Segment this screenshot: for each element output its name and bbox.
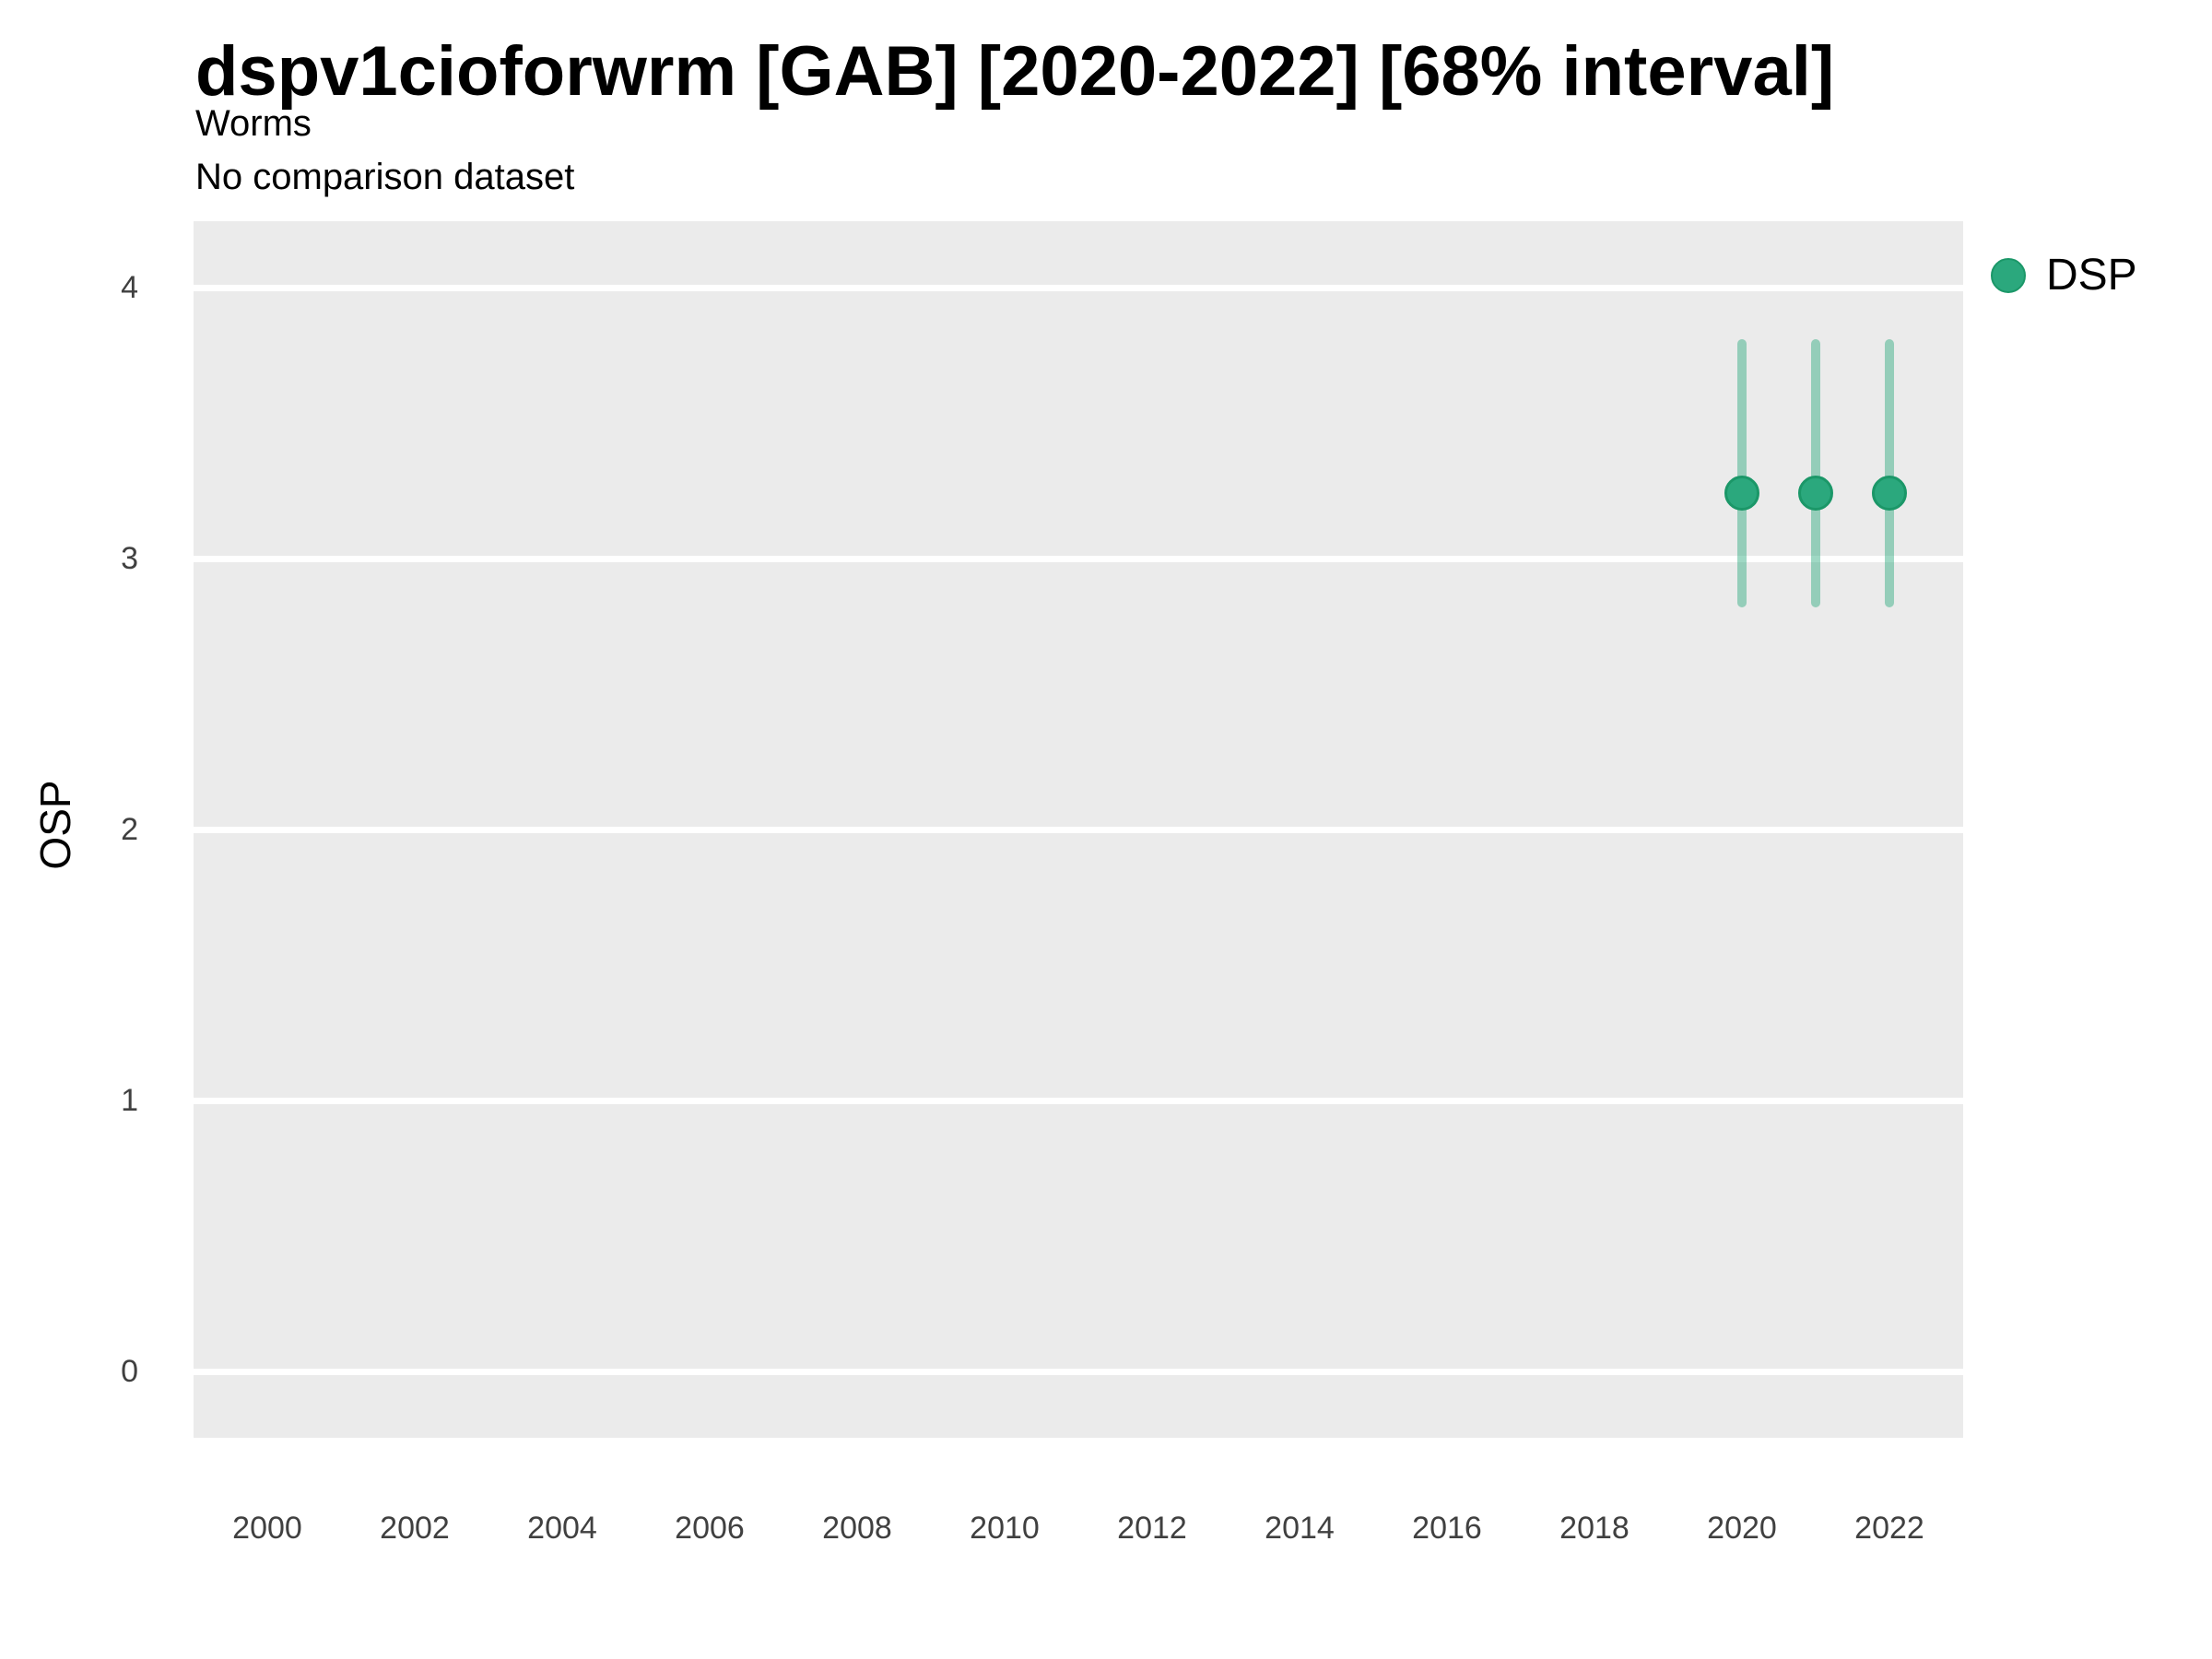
data-point-2022 [1872, 476, 1907, 512]
chart-comparison-note: No comparison dataset [195, 157, 575, 197]
x-tick-label: 2008 [822, 1511, 892, 1546]
x-tick-label: 2020 [1707, 1511, 1777, 1546]
plot-panel [194, 221, 1963, 1438]
y-tick-label: 2 [121, 812, 138, 847]
x-tick-label: 2016 [1412, 1511, 1482, 1546]
x-tick-label: 2004 [527, 1511, 597, 1546]
x-tick-label: 2012 [1117, 1511, 1187, 1546]
x-tick-label: 2010 [970, 1511, 1040, 1546]
y-tick-label: 4 [121, 270, 138, 305]
x-tick-label: 2014 [1265, 1511, 1335, 1546]
major-gridline-y-0 [194, 1368, 1963, 1375]
x-tick-label: 2018 [1559, 1511, 1630, 1546]
y-tick-label: 1 [121, 1083, 138, 1118]
legend-dot-icon [1991, 258, 2026, 293]
x-tick-label: 2022 [1854, 1511, 1924, 1546]
interval-bar-2021 [1811, 338, 1820, 607]
y-tick-label: 3 [121, 541, 138, 576]
y-tick-label: 0 [121, 1354, 138, 1389]
major-gridline-y-2 [194, 826, 1963, 833]
interval-bar-2022 [1885, 338, 1894, 607]
x-tick-label: 2000 [232, 1511, 302, 1546]
chart-subtitle: Worms [195, 103, 312, 144]
data-point-2021 [1798, 476, 1833, 512]
data-point-2020 [1724, 476, 1759, 512]
interval-bar-2020 [1737, 338, 1747, 607]
major-gridline-y-3 [194, 555, 1963, 562]
x-tick-label: 2006 [675, 1511, 745, 1546]
major-gridline-y-1 [194, 1097, 1963, 1104]
legend-label: DSP [2046, 251, 2137, 300]
x-tick-label: 2002 [380, 1511, 450, 1546]
chart-title: dspv1cioforwrm [GAB] [2020-2022] [68% in… [195, 32, 1835, 111]
major-gridline-y-4 [194, 284, 1963, 291]
legend: DSP [1991, 253, 2137, 298]
